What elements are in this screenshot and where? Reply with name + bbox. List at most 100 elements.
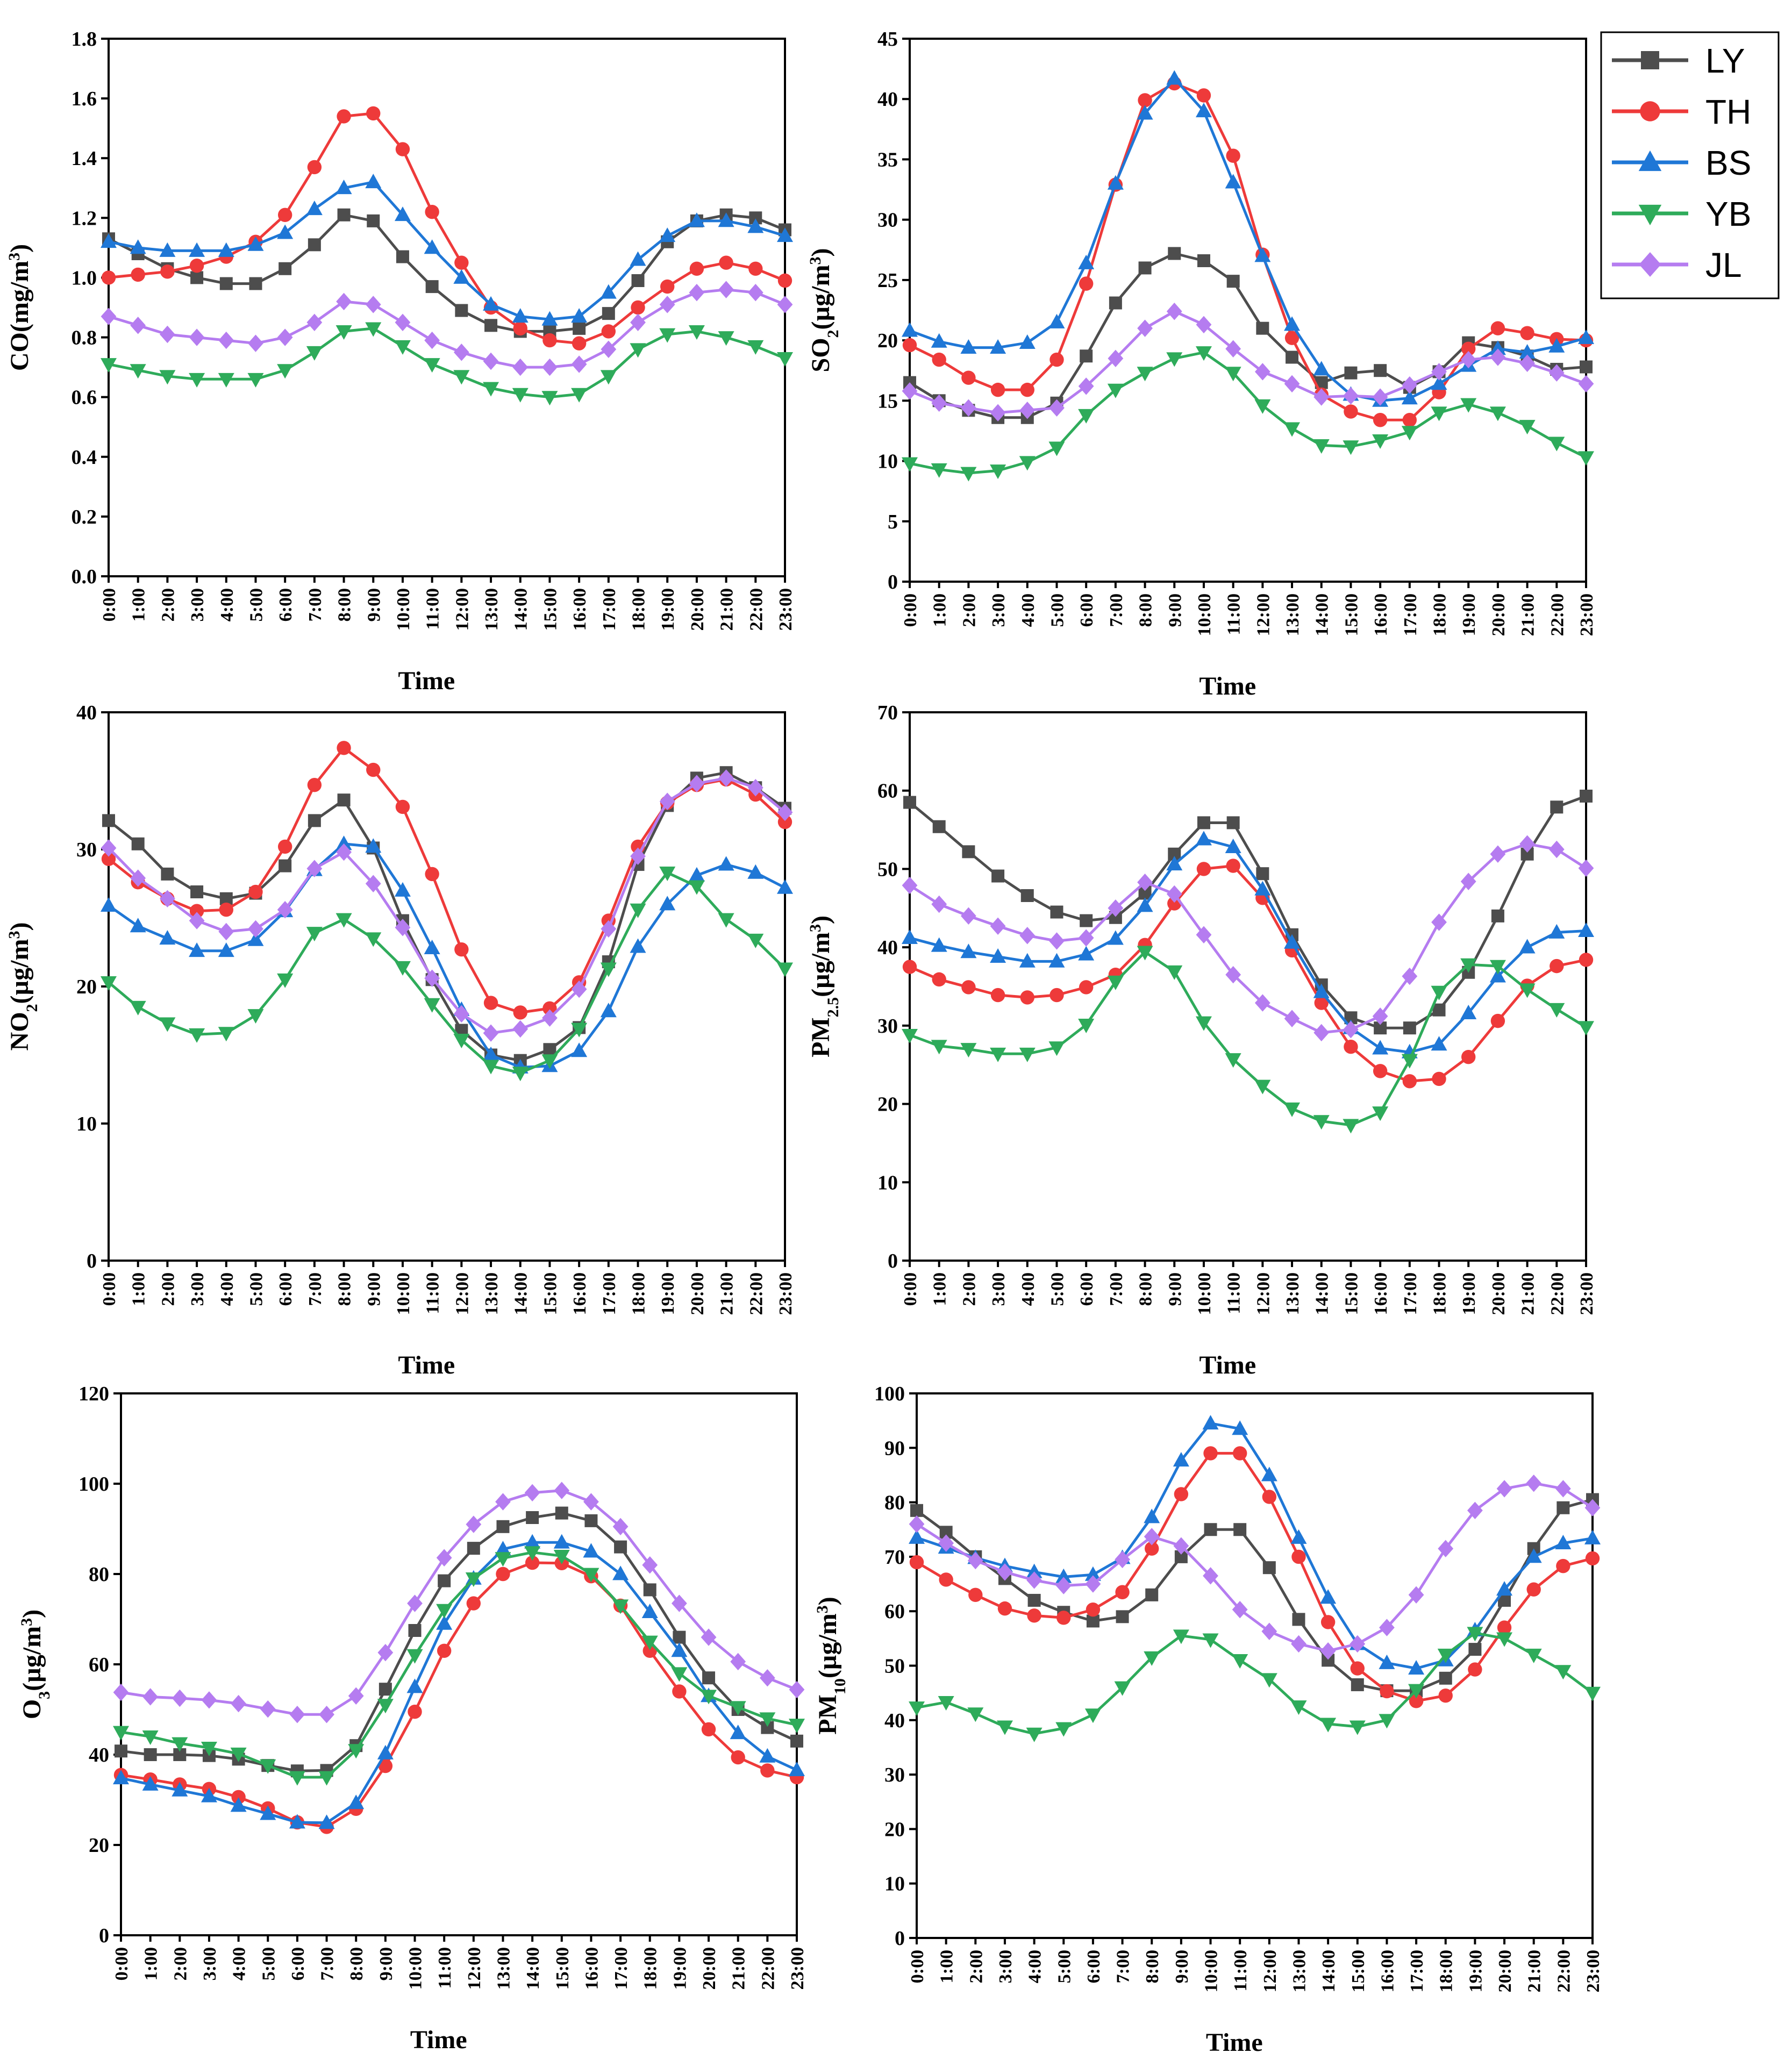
series-BS [902, 831, 1594, 1058]
data-point [189, 328, 205, 346]
data-point [1460, 958, 1477, 973]
data-point [279, 262, 292, 275]
data-point [437, 1643, 452, 1658]
data-point [1026, 1571, 1043, 1589]
data-point [1225, 965, 1241, 984]
data-point [1145, 1588, 1159, 1601]
legend-item-BS: BS [1612, 144, 1751, 182]
series-BS [902, 70, 1594, 407]
series-line [909, 252, 1587, 419]
data-point [573, 321, 586, 335]
x-tick-label: 6:00 [1077, 593, 1097, 627]
data-point [1284, 1102, 1301, 1117]
data-point [172, 1782, 188, 1797]
data-point [1490, 845, 1506, 863]
data-point [425, 867, 439, 882]
series-line [909, 82, 1587, 421]
data-point [1225, 367, 1241, 382]
data-point [719, 255, 733, 270]
data-point [377, 1643, 394, 1662]
series-line [916, 1422, 1593, 1670]
data-point [1174, 1487, 1189, 1501]
data-point [1548, 364, 1565, 382]
data-point [1519, 344, 1536, 359]
data-point [101, 307, 117, 325]
chart-panel-pm25: 0 10 20 30 40 50 60 70 0:00 1:00 2:00 3:00 4:00 5:00 6… [806, 702, 1597, 1379]
data-point [1497, 1620, 1512, 1635]
data-point [1284, 1010, 1300, 1027]
data-point [932, 820, 946, 833]
series-line [916, 1451, 1593, 1703]
x-tick-label: 14:00 [523, 1947, 543, 1990]
x-tick-label: 5:00 [1047, 1272, 1067, 1306]
data-point [337, 208, 351, 221]
data-point [630, 313, 646, 331]
data-point [525, 1555, 540, 1570]
data-point [584, 1514, 598, 1527]
data-point [1166, 70, 1183, 85]
x-tick-label: 8:00 [1143, 1950, 1162, 1983]
y-axis-title: PM2.5(µg/m3) [806, 915, 842, 1057]
data-point [277, 328, 293, 346]
y-tick-label: 1.0 [72, 267, 97, 289]
data-point [1284, 422, 1301, 437]
x-tick-label: 13:00 [1283, 1272, 1303, 1315]
x-tick-label: 18:00 [629, 1272, 649, 1315]
data-point [424, 358, 440, 373]
data-point [1254, 363, 1270, 381]
x-tick-label: 19:00 [670, 1947, 690, 1990]
data-point [1401, 426, 1418, 441]
data-point [1262, 1561, 1276, 1575]
data-point [1525, 1548, 1542, 1563]
x-axis-title: Time [398, 1351, 455, 1379]
x-tick-label: 18:00 [629, 588, 649, 631]
data-point [113, 1770, 129, 1785]
x-tick-label: 0:00 [99, 1272, 119, 1306]
data-point [1313, 361, 1330, 376]
x-tick-label: 16:00 [1377, 1950, 1397, 1992]
data-point [231, 1790, 246, 1805]
data-point [630, 938, 646, 953]
data-point [1261, 1467, 1277, 1482]
x-tick-label: 14:00 [511, 1272, 531, 1315]
data-point [542, 333, 557, 348]
data-point [572, 336, 587, 350]
data-point [672, 1684, 687, 1699]
data-point [102, 814, 115, 827]
data-point [747, 864, 764, 879]
data-point [1372, 388, 1388, 406]
data-point [1408, 1684, 1425, 1699]
data-point [614, 1540, 627, 1554]
data-point [1226, 859, 1240, 873]
data-point [190, 271, 204, 284]
data-point [1284, 316, 1301, 331]
y-tick-label: 90 [884, 1437, 905, 1460]
data-point [902, 322, 918, 337]
data-point [1578, 922, 1594, 937]
data-point [759, 1748, 776, 1763]
data-point [1578, 451, 1594, 466]
data-point [1374, 364, 1387, 377]
x-tick-label: 10:00 [394, 588, 413, 631]
data-point [1579, 953, 1594, 967]
data-point [1078, 946, 1095, 961]
data-point [365, 932, 382, 947]
data-point [1166, 352, 1183, 367]
y-tick-label: 60 [884, 1600, 905, 1623]
data-point [1254, 994, 1270, 1012]
data-point [1284, 934, 1301, 949]
data-point [101, 358, 117, 373]
y-tick-label: 10 [884, 1873, 905, 1895]
data-point [1431, 913, 1447, 931]
data-point [306, 201, 323, 216]
data-point [101, 839, 117, 857]
x-tick-label: 6:00 [276, 588, 296, 621]
data-point [279, 859, 292, 872]
data-point [335, 835, 352, 850]
data-point [1138, 261, 1152, 275]
x-tick-label: 9:00 [1172, 1950, 1192, 1983]
data-point [101, 976, 117, 991]
x-tick-label: 2:00 [170, 1947, 190, 1980]
data-point [1291, 1635, 1306, 1653]
data-point [967, 1707, 984, 1722]
